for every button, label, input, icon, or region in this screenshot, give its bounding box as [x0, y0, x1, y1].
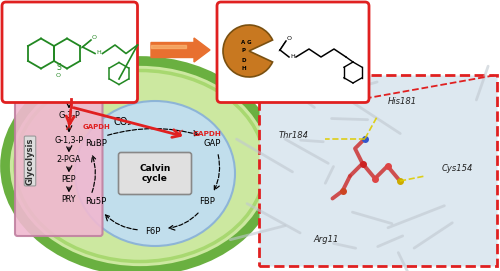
Text: ✗: ✗ — [65, 122, 73, 132]
FancyBboxPatch shape — [15, 86, 102, 236]
Text: Thr184: Thr184 — [279, 131, 309, 140]
Text: Calvin
cycle: Calvin cycle — [140, 164, 170, 183]
Text: G-1,3-P: G-1,3-P — [54, 136, 84, 144]
FancyBboxPatch shape — [217, 2, 369, 102]
Text: O: O — [92, 35, 97, 40]
FancyArrow shape — [151, 38, 210, 62]
Text: RuBP: RuBP — [85, 139, 107, 148]
Text: PRY: PRY — [62, 195, 76, 205]
Text: D: D — [241, 57, 246, 63]
Ellipse shape — [5, 61, 275, 271]
Ellipse shape — [75, 101, 235, 246]
FancyBboxPatch shape — [259, 75, 496, 266]
Text: S: S — [56, 63, 61, 72]
Text: His181: His181 — [388, 98, 417, 107]
Ellipse shape — [15, 70, 265, 262]
Text: Cys154: Cys154 — [442, 164, 473, 173]
Text: P: P — [241, 49, 245, 53]
Text: F-1,6-BP: F-1,6-BP — [52, 94, 86, 103]
Text: Glycolysis: Glycolysis — [26, 137, 35, 185]
Text: GAPDH: GAPDH — [192, 131, 222, 137]
Text: H: H — [241, 66, 246, 72]
Text: G-3-P: G-3-P — [58, 111, 80, 121]
Text: Ru5P: Ru5P — [86, 198, 106, 207]
Text: FBP: FBP — [200, 198, 216, 207]
Text: Arg11: Arg11 — [314, 235, 338, 244]
Text: A G: A G — [241, 40, 252, 44]
Text: 2-PGA: 2-PGA — [57, 156, 81, 164]
Text: H: H — [290, 54, 295, 59]
Text: F6P: F6P — [145, 227, 160, 237]
Text: CO₂: CO₂ — [114, 117, 132, 127]
FancyBboxPatch shape — [2, 2, 138, 102]
Text: O: O — [56, 73, 61, 78]
Text: GAP: GAP — [204, 139, 221, 148]
Text: GAPDH: GAPDH — [82, 124, 110, 130]
Wedge shape — [223, 25, 272, 77]
Text: O: O — [287, 36, 292, 41]
Text: PEP: PEP — [62, 176, 76, 185]
Text: ✗: ✗ — [176, 128, 184, 138]
FancyBboxPatch shape — [118, 153, 192, 195]
Text: H: H — [96, 50, 101, 56]
